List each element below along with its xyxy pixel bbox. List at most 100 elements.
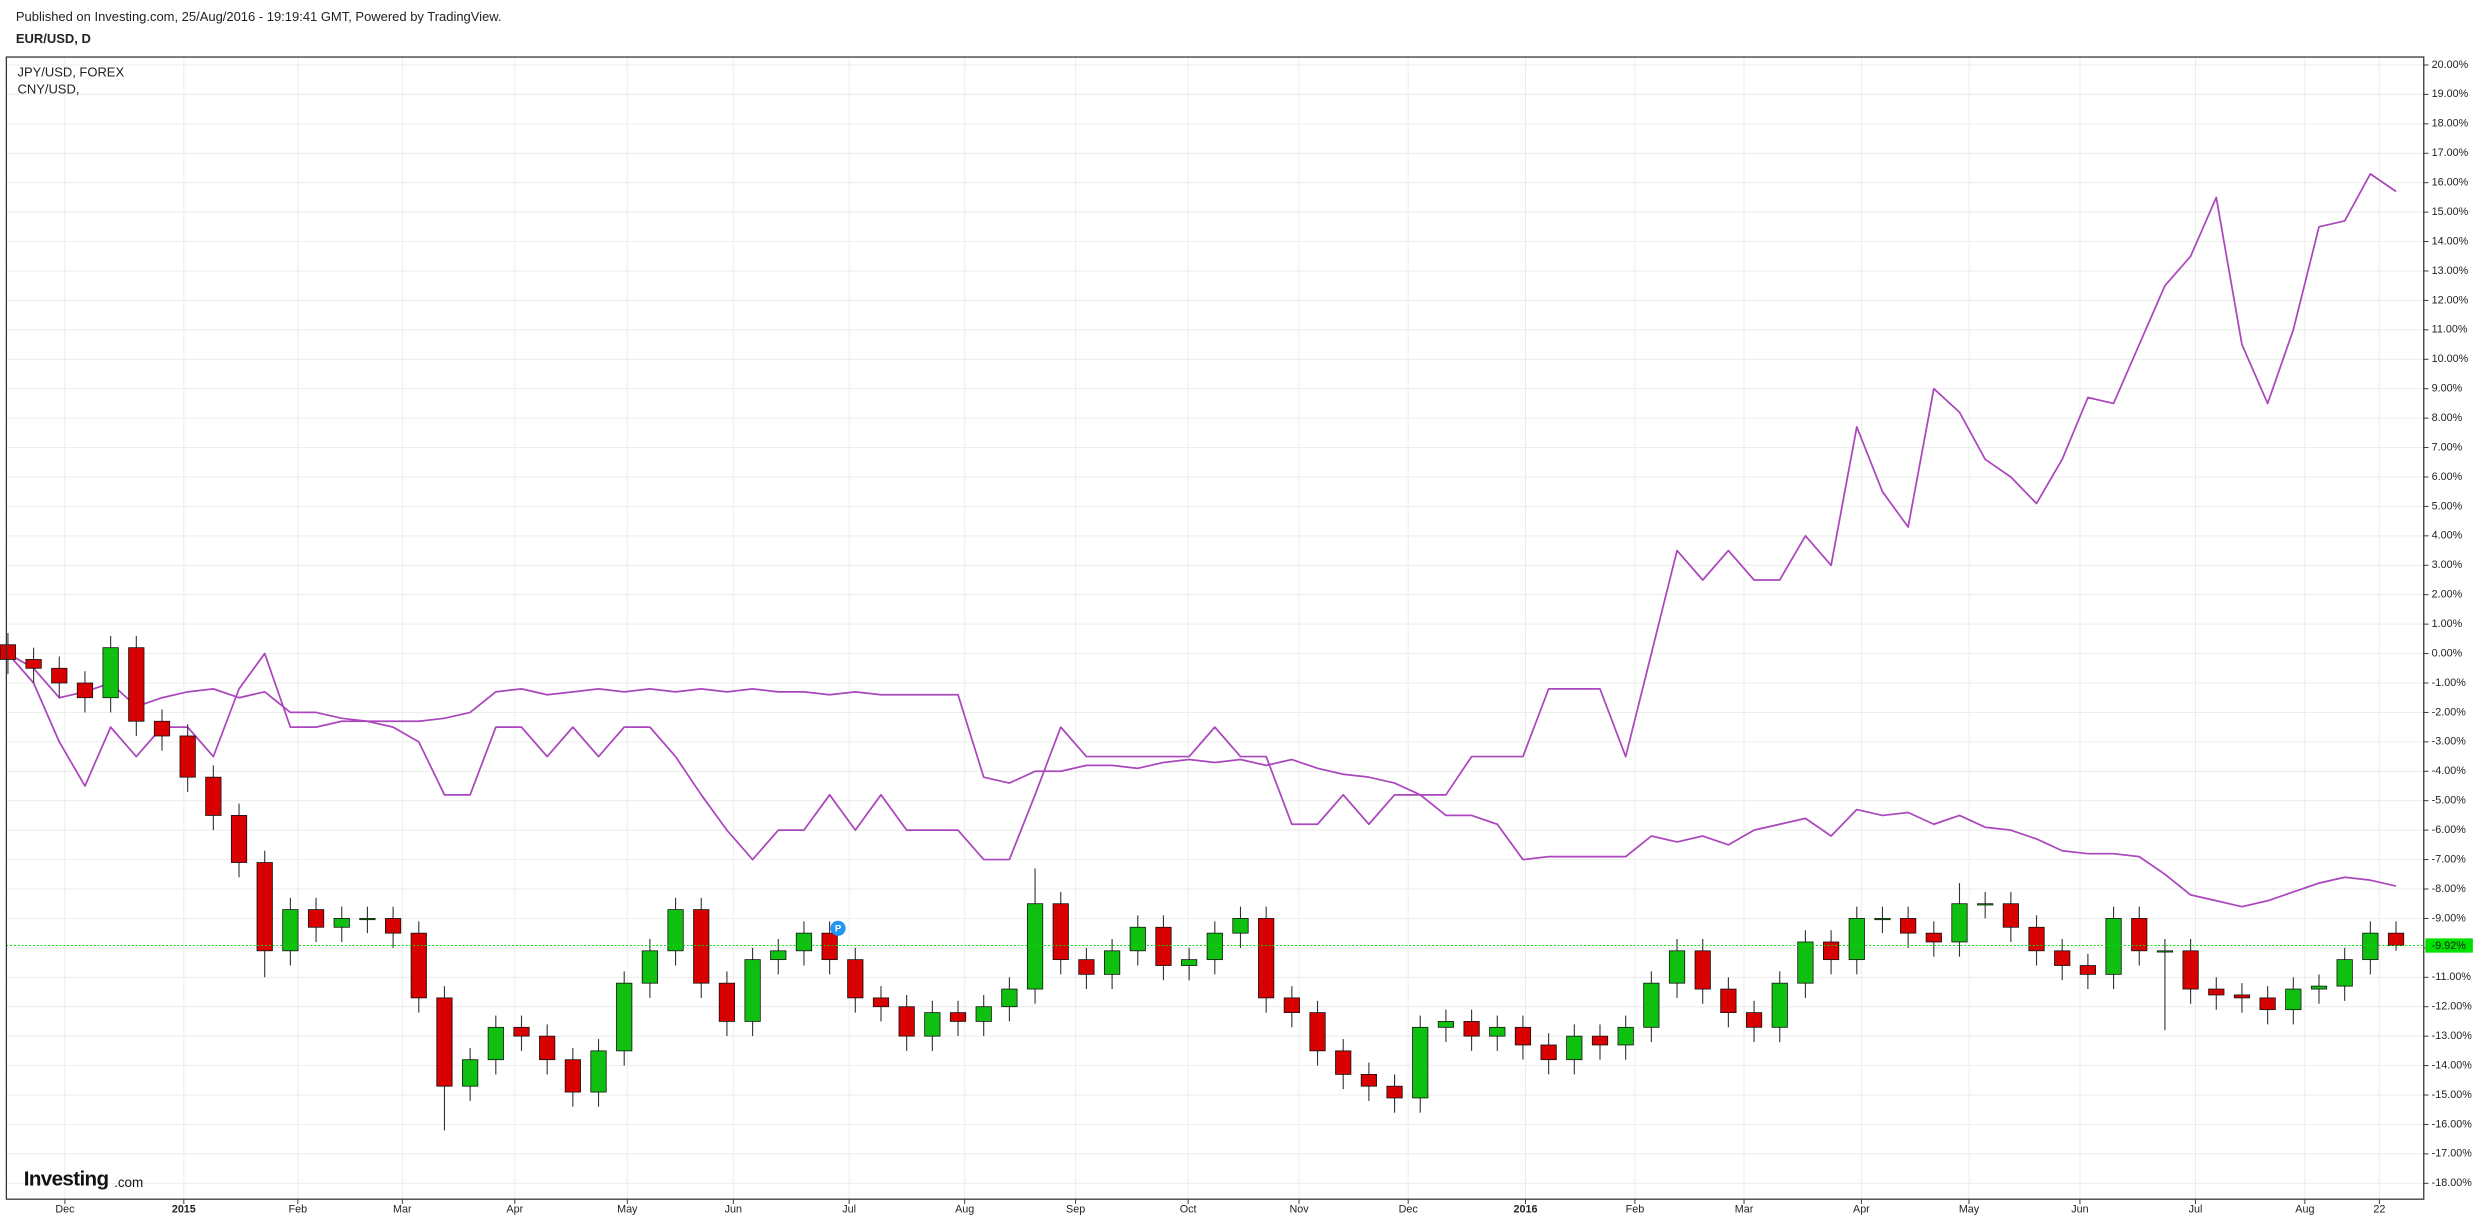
x-tick-label: Jun [2071, 1203, 2088, 1215]
x-tick-label: Aug [2295, 1203, 2314, 1215]
y-tick-label: 4.00% [2432, 530, 2463, 542]
candle-body [1900, 918, 1917, 934]
candle-body [230, 815, 248, 863]
candle-body [2285, 988, 2302, 1011]
candle-body [718, 982, 736, 1022]
x-tick-label: Jul [842, 1203, 856, 1215]
candle-body [51, 667, 68, 684]
y-tick-label: 15.00% [2432, 206, 2469, 218]
y-tick-label: -14.00% [2432, 1059, 2473, 1071]
candle-body [1540, 1044, 1557, 1061]
x-tick-label: May [1959, 1203, 1980, 1215]
candle-body [436, 997, 453, 1087]
candle-body [307, 909, 325, 928]
candle-body [2002, 903, 2019, 928]
candle-body [795, 932, 813, 952]
x-tick-label: Nov [1289, 1203, 1309, 1215]
candle-body [1797, 941, 1814, 984]
y-tick-label: 10.00% [2432, 353, 2469, 365]
candle-body [1052, 903, 1069, 961]
candle-body [667, 909, 684, 952]
y-tick-label: 6.00% [2432, 471, 2463, 483]
candle-body [590, 1050, 607, 1093]
y-tick-label: 1.00% [2432, 618, 2463, 630]
candle-body [1283, 997, 1300, 1014]
candle-body [1951, 903, 1968, 943]
symbol-title: EUR/USD, D [16, 31, 91, 46]
candle-body [1309, 1012, 1326, 1052]
candle-body [1360, 1074, 1377, 1087]
candle-body [1848, 918, 1865, 961]
y-tick-label: -12.00% [2432, 1001, 2473, 1013]
y-tick-label: -8.00% [2432, 883, 2467, 895]
candle-body [924, 1012, 941, 1037]
candle-body [1103, 950, 1121, 975]
candle-body [2336, 959, 2353, 987]
candle-body [1155, 926, 1172, 966]
candle-body [1129, 926, 1146, 952]
y-tick-label: -16.00% [2432, 1118, 2473, 1130]
candle-body [128, 647, 145, 722]
annotation-marker[interactable] [830, 920, 846, 936]
y-tick-label: 5.00% [2432, 500, 2463, 512]
y-tick-label: 12.00% [2432, 294, 2469, 306]
candle-body [1335, 1050, 1352, 1075]
candle-body [564, 1059, 581, 1093]
y-tick-label: 3.00% [2432, 559, 2463, 571]
y-tick-label: 20.00% [2432, 59, 2469, 71]
candle-body [2208, 988, 2225, 996]
candle-body [1643, 982, 1660, 1028]
candle-body [2054, 950, 2071, 966]
y-tick-label: 0.00% [2432, 647, 2463, 659]
candle-body [1026, 903, 1044, 990]
axis-labels: 20.00% 19.00% 18.00% 17.00% 16.00% 15.00% 14.0… [55, 59, 2473, 1215]
candle-body [2156, 950, 2174, 953]
annotation-label[interactable]: P [835, 924, 842, 935]
x-tick-label: Apr [506, 1203, 523, 1215]
candle-body [872, 997, 890, 1008]
grid [6, 57, 2424, 1200]
candle-body [256, 862, 273, 952]
x-tick-label: Jul [2189, 1203, 2203, 1215]
last-price-box [2425, 938, 2473, 953]
candle-body [1001, 988, 1018, 1008]
candle-body [744, 959, 761, 1022]
candle-body [1489, 1026, 1506, 1037]
y-tick-label: -9.00% [2432, 912, 2467, 924]
candle-body [641, 950, 658, 984]
candle-body [1181, 959, 1198, 966]
candle-body [2310, 985, 2328, 990]
legend-entry: JPY/USD, FOREX [17, 64, 124, 79]
y-tick-label: -18.00% [2432, 1177, 2473, 1189]
candle-body [25, 659, 42, 669]
candle-body [1745, 1012, 1763, 1028]
watermark-logo: Investing [24, 1168, 109, 1191]
chart-title: Published on Investing.com, 25/Aug/2016 … [16, 9, 502, 24]
candle-body [205, 776, 222, 816]
candle-body [1258, 918, 1275, 999]
candle-body [1566, 1035, 1583, 1061]
x-tick-label: 2016 [1514, 1203, 1538, 1215]
candle-body [153, 720, 171, 737]
y-tick-label: 11.00% [2432, 324, 2468, 336]
x-tick-label: Dec [1399, 1203, 1419, 1215]
candle-body [975, 1006, 992, 1022]
candle-body [513, 1026, 530, 1037]
y-tick-label: -7.00% [2432, 853, 2467, 865]
y-tick-label: -1.00% [2432, 677, 2467, 689]
y-tick-label: 17.00% [2432, 147, 2469, 159]
y-tick-label: 13.00% [2432, 265, 2469, 277]
x-tick-label: Aug [955, 1203, 974, 1215]
candle-body [1977, 903, 1994, 906]
candle-body [487, 1026, 504, 1061]
candle-body [2079, 965, 2096, 975]
x-tick-label: Apr [1853, 1203, 1870, 1215]
candle-body [2233, 994, 2251, 999]
candle-body [616, 982, 633, 1052]
candle-body [821, 932, 838, 961]
candle-body [1232, 918, 1249, 934]
candle-body [2028, 926, 2045, 952]
y-tick-label: 9.00% [2432, 383, 2463, 395]
y-tick-label: -5.00% [2432, 795, 2467, 807]
